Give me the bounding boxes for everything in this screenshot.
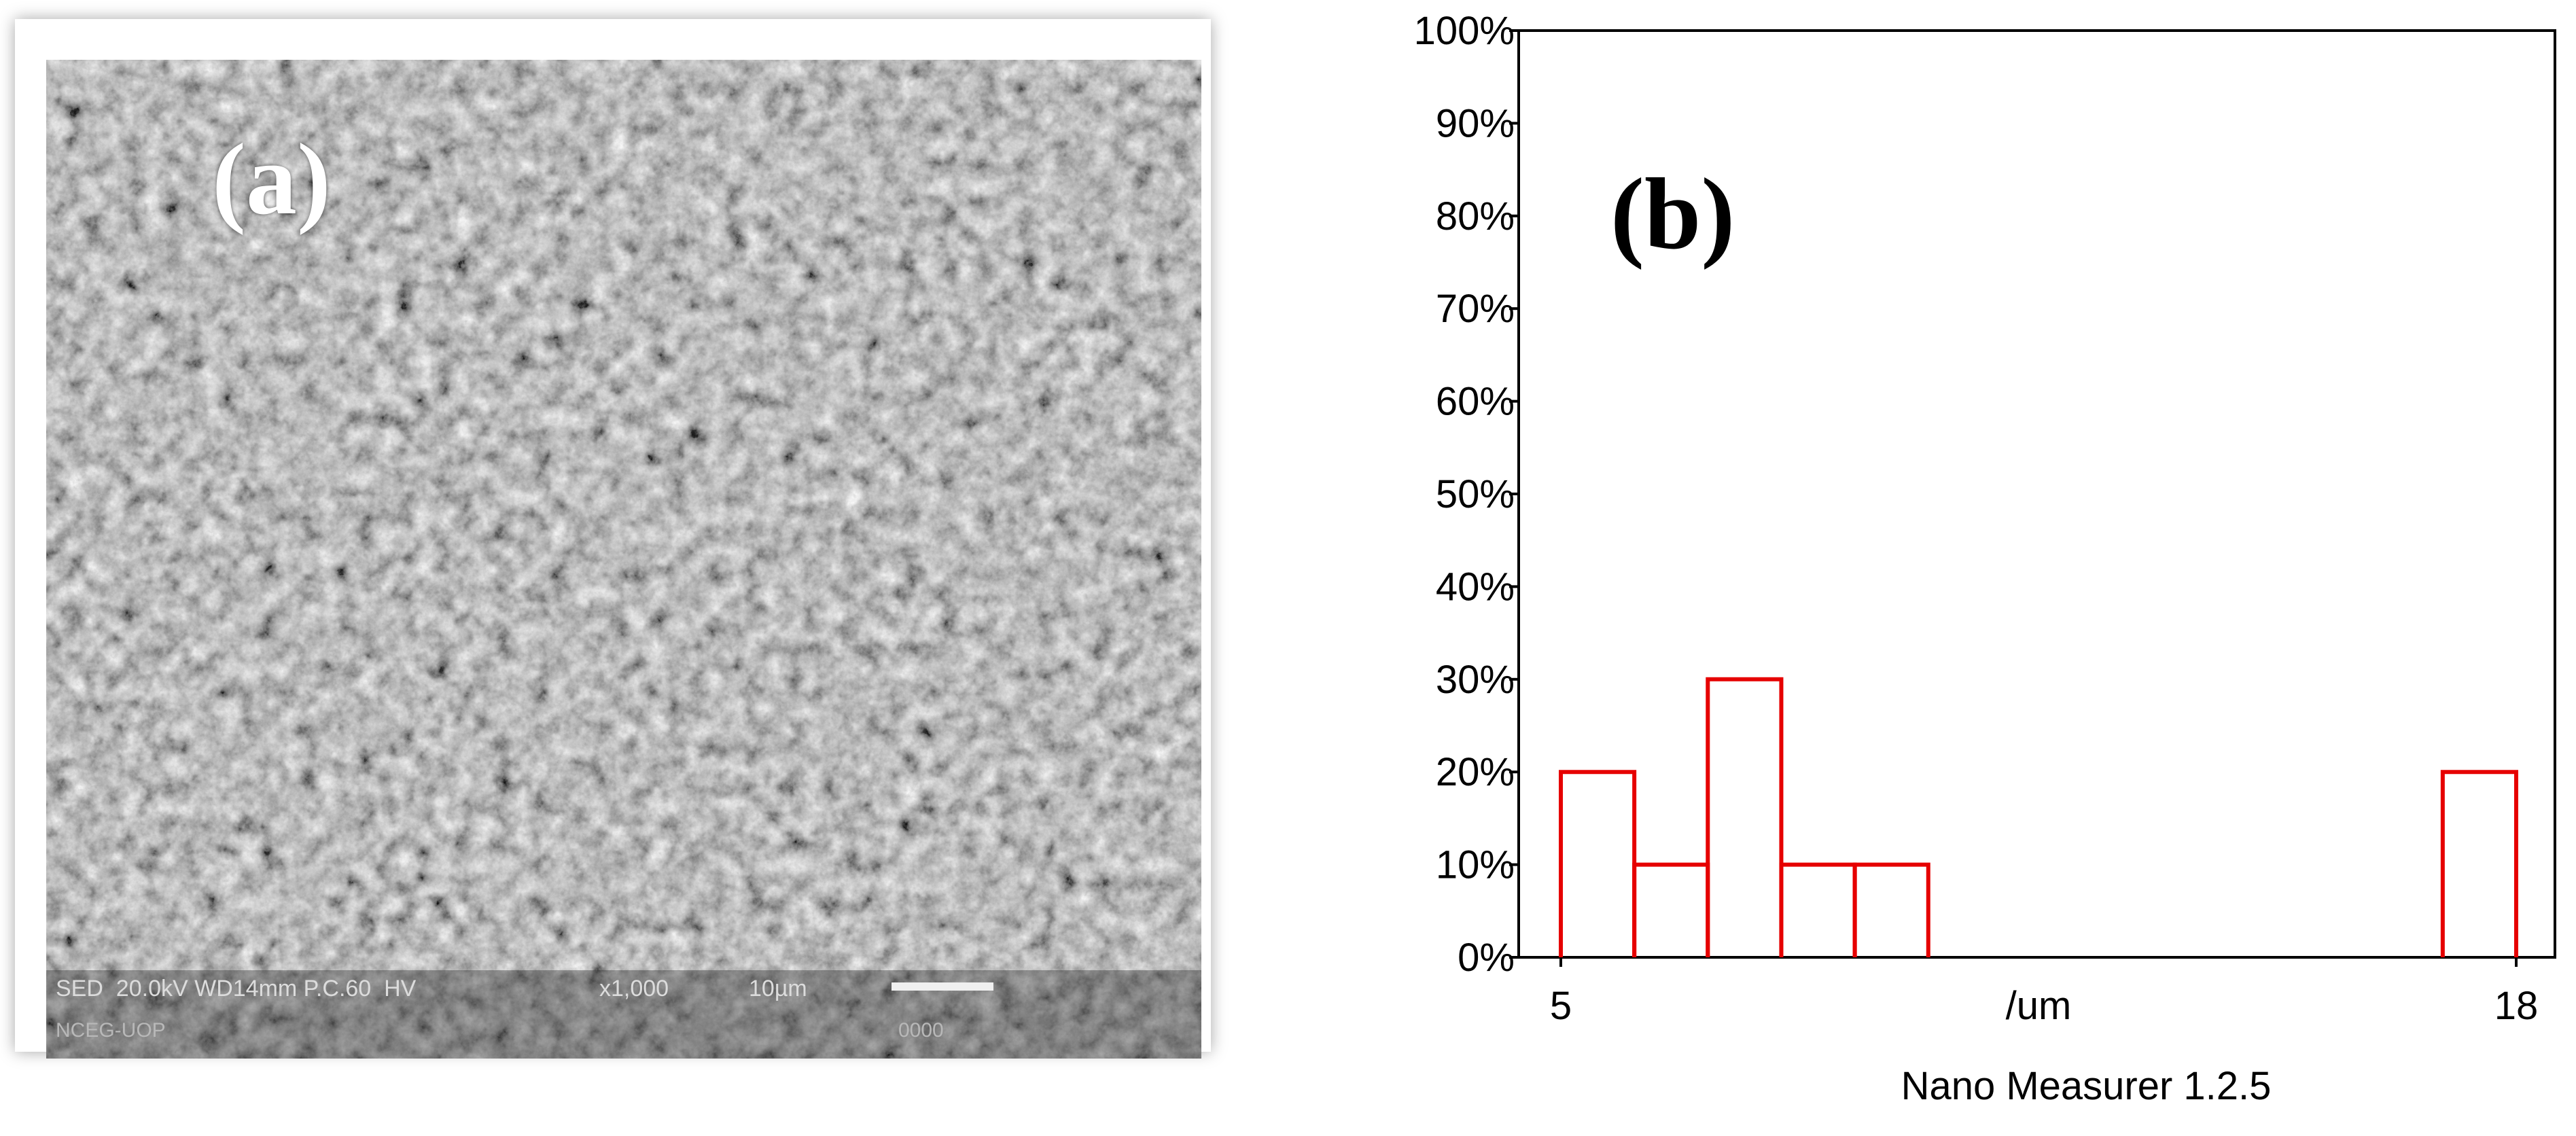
y-tick-label: 100% [1414,9,1515,53]
histogram-bar [2440,770,2518,957]
y-tick-label: 20% [1436,750,1515,794]
sem-scale-bar [892,982,993,991]
y-tick-label: 30% [1436,658,1515,702]
panel-a-label: (a) [212,123,331,236]
sem-magnification: x1,000 [599,976,669,1001]
sem-image-frame: (a) SED 20.0kV WD14mm P.C.60 HV x1,000 1… [15,19,1211,1059]
y-tick-label: 80% [1436,194,1515,238]
y-tick-label: 70% [1436,287,1515,331]
x-tick-label: 5 [1550,984,1572,1028]
sem-micrograph [46,60,1201,1059]
x-tick-label: 18 [2494,984,2539,1028]
x-axis-title: Nano Measurer 1.2.5 [1901,1064,2272,1108]
sem-acquisition-info: SED 20.0kV WD14mm P.C.60 HV [56,976,417,1001]
histogram-bars [1559,677,2518,957]
sem-image-number: 0000 [898,1019,944,1042]
y-tick-label: 10% [1436,843,1515,887]
sem-lab-name: NCEG-UOP [56,1019,166,1042]
histogram-chart: 0% 10% 20% 30% 40% 50% 60% 70% 80% 90% 100% 5/um 18… [1414,9,2556,1108]
plot-frame [1517,29,2556,959]
y-tick-label: 0% [1458,936,1515,980]
y-tick-label: 50% [1436,472,1515,516]
histogram-bar [1852,862,1930,957]
sem-scale-label: 10µm [749,976,807,1001]
y-tick-label: 90% [1436,101,1515,145]
panel-b-label: (b) [1610,158,1735,270]
x-tick-label: /um [2006,984,2072,1028]
y-tick-label: 60% [1436,380,1515,424]
x-axis: 5/um 18 [1550,957,2538,1028]
y-axis: 0% 10% 20% 30% 40% 50% 60% 70% 80% 90% 100% [1414,9,1519,980]
histogram-bar [1706,677,1784,957]
y-tick-label: 40% [1436,565,1515,609]
